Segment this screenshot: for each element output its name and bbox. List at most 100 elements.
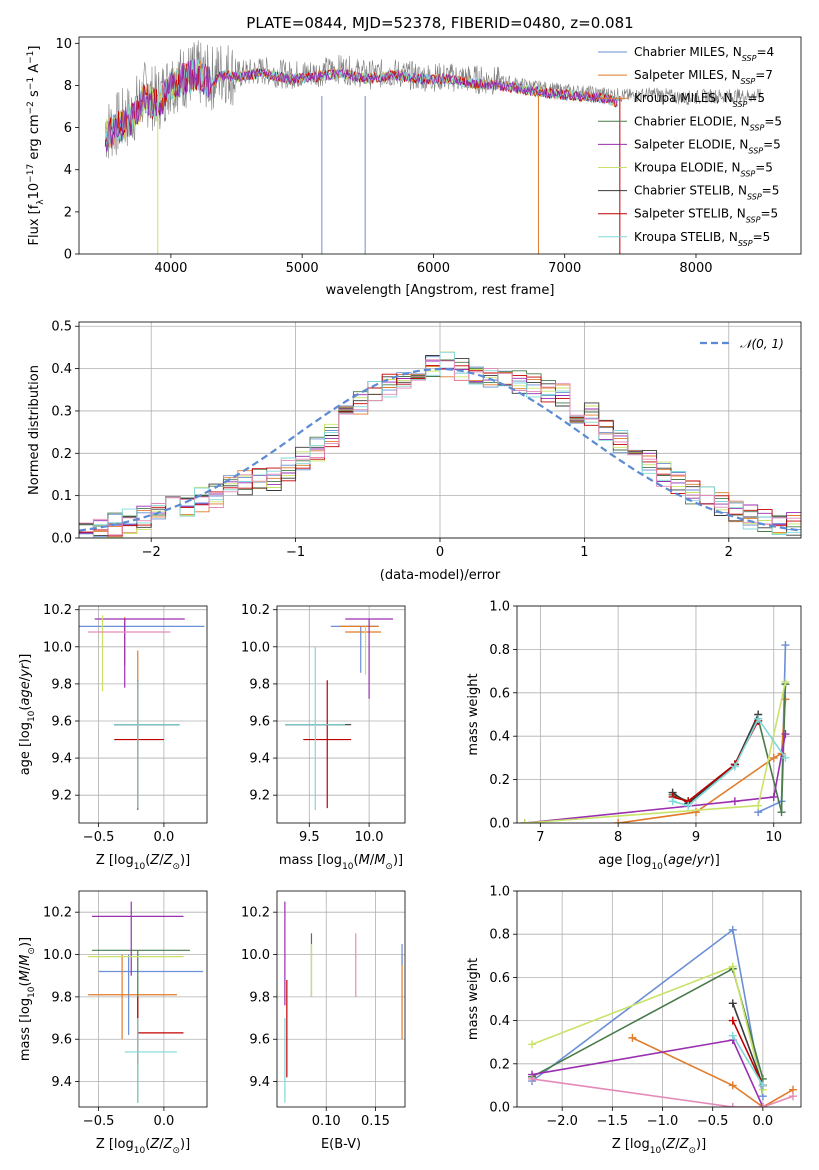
legend-entry: Kroupa MILES, NSSP=5 [634,91,765,109]
error-bar-point [92,901,184,976]
error-bar-point [94,618,185,688]
weight-series [520,730,790,823]
legend-text: Salpeter STELIB, N [634,207,746,221]
y-tick-label: 2 [64,205,72,220]
label-part: −1 [26,51,36,64]
weight-line [524,733,787,823]
weight-line [672,720,759,803]
label-part: 10 [134,862,146,872]
legend-text: =5 [753,230,771,244]
error-bar-point [345,618,394,699]
label-part: Z [log [96,1137,134,1152]
legend-text: =5 [760,207,778,221]
label-part: λ [36,199,46,205]
label-part: ⊙ [385,862,393,872]
plus-marker [728,1031,737,1040]
plus-marker [628,1033,637,1042]
y-tick-label: 9.4 [51,752,72,767]
y-tick-label: 0.2 [51,447,72,462]
x-tick-label: 2 [725,545,733,560]
mass-vs-z-frame [78,890,208,1108]
residuals-frame [78,321,802,539]
label-part: Z [163,1137,174,1152]
y-tick-label: 9.8 [51,677,72,692]
legend-text: Kroupa STELIB, N [634,230,738,244]
legend-text: =5 [764,114,782,128]
plus-marker [777,808,786,817]
y-tick-label: 10.2 [241,603,270,618]
age-vs-mass-frame [276,605,406,824]
y-tick-label: 10.2 [43,603,72,618]
plus-marker [668,797,677,806]
legend-text: Chabrier STELIB, N [634,184,747,198]
spectrum-frame [78,36,802,255]
legend-entry: Chabrier ELODIE, NSSP=5 [634,114,782,132]
label-part: mass [log [18,998,33,1061]
y-tick-label: 9.8 [249,990,270,1005]
x-tick-label: 0.10 [312,1114,341,1129]
legend-text: Chabrier ELODIE, N [634,114,750,128]
plus-marker [781,730,790,739]
legend-entry: Salpeter MILES, NSSP=7 [634,68,773,86]
x-axis-label: (data-model)/error [380,568,501,583]
plus-marker [769,753,778,762]
y-tick-label: 10.0 [241,948,270,963]
label-part: )] [18,937,33,947]
x-axis-label: Z [log10(Z/Z⊙)] [96,853,190,872]
label-part: 10 [650,1146,662,1156]
plus-marker [684,801,693,810]
legend-entry: Salpeter ELODIE, NSSP=5 [634,137,781,155]
y-axis-label: mass [log10(M/M⊙)] [18,937,37,1061]
legend-sub: SSP [746,215,761,224]
y-tick-label: 9.6 [249,714,270,729]
x-axis-label: Z [log10(Z/Z⊙)] [612,1137,706,1156]
weight-line [672,684,787,813]
legend-text: Kroupa MILES, N [634,91,733,105]
age-vs-z-axes [75,606,207,827]
spectrum-axes [75,42,697,258]
label-part: Z [149,853,160,868]
label-part: −17 [26,164,36,183]
label-part: )] [696,1137,706,1152]
y-tick-label: 0.0 [51,532,72,547]
label-part: −2 [26,101,36,114]
x-tick-label: 0.15 [361,1114,390,1129]
y-tick-label: 10.0 [43,640,72,655]
label-part: mass [log [279,853,342,868]
label-part: 10 [27,710,37,722]
label-part: ( [18,706,33,711]
x-tick-label: 10.0 [355,830,384,845]
legend-entry: Chabrier STELIB, NSSP=5 [634,184,779,202]
label-part: / [18,965,33,970]
legend-sub: SSP [747,192,762,201]
y-axis-label: mass weight [466,958,481,1040]
x-tick-label: 4000 [154,261,187,276]
label-part: / [18,676,33,681]
y-tick-label: 1.0 [489,885,510,900]
weight-series [520,677,790,823]
label-part: ( [145,853,150,868]
weight-line [531,1078,794,1107]
label-part: 10 [651,862,663,872]
plus-marker [781,641,790,650]
y-tick-label: 10 [55,37,72,52]
legend-text: Salpeter MILES, N [634,68,741,82]
mass-vs-ebv-frame [276,890,406,1108]
weight-series [528,962,767,1094]
x-tick-label: 9.5 [299,830,320,845]
x-tick-label: 7 [536,830,544,845]
label-part: Z [149,1137,160,1152]
x-tick-label: −0.5 [697,1114,729,1129]
y-tick-label: 9.2 [51,789,72,804]
plus-marker [728,925,737,934]
mass-vs-z-axes [75,891,207,1111]
legend-sub: SSP [733,100,748,109]
y-axis-label: Normed distribution [27,365,42,495]
label-part: yr [18,662,33,678]
weight-line [531,1039,764,1107]
x-tick-label: 9 [692,830,700,845]
label-part: Z [665,1137,676,1152]
legend-text: Salpeter ELODIE, N [634,137,748,151]
y-tick-label: 9.2 [249,789,270,804]
